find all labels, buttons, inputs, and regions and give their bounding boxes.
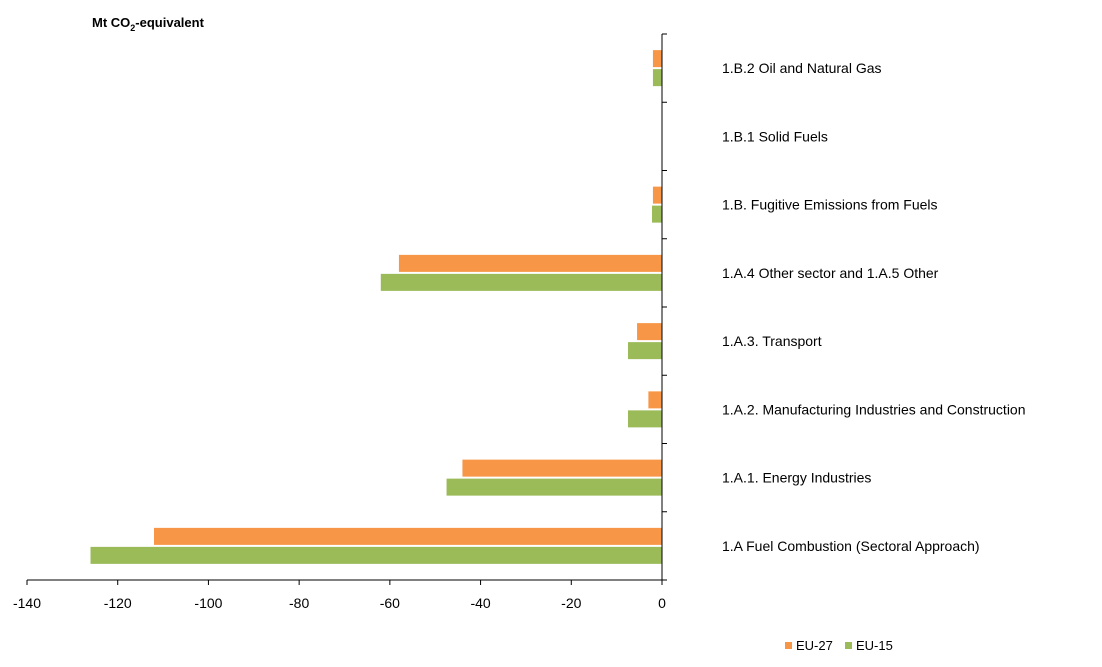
bar-eu-27-2 — [648, 391, 662, 409]
bars-group — [90, 50, 662, 564]
bar-eu-15-0 — [90, 546, 662, 564]
category-label-2: 1.A.2. Manufacturing Industries and Cons… — [722, 401, 1026, 417]
x-tick-label-3: -80 — [289, 595, 309, 611]
category-labels-group: 1.A Fuel Combustion (Sectoral Approach) 1… — [722, 60, 1026, 554]
category-label-5: 1.B. Fugitive Emissions from Fuels — [722, 197, 938, 213]
category-label-3: 1.A.3. Transport — [722, 333, 822, 349]
x-tick-label-5: -40 — [470, 595, 490, 611]
axes-group: -140 -120 -100 -80 -60 -40 -20 0 — [13, 33, 667, 611]
x-tick-label-2: -100 — [194, 595, 222, 611]
bar-eu-15-3 — [627, 342, 662, 360]
x-tick-label-1: -120 — [104, 595, 132, 611]
bar-eu-27-5 — [652, 186, 662, 204]
legend-swatch-eu-15 — [845, 642, 852, 649]
bar-eu-15-5 — [652, 205, 662, 223]
category-label-7: 1.B.2 Oil and Natural Gas — [722, 60, 882, 76]
category-label-6: 1.B.1 Solid Fuels — [722, 128, 828, 144]
unit-label: Mt CO2-equivalent — [92, 15, 205, 33]
category-label-0: 1.A Fuel Combustion (Sectoral Approach) — [722, 538, 980, 554]
bar-eu-27-4 — [398, 254, 662, 272]
unit-label-prefix: Mt CO — [92, 15, 130, 30]
x-tick-label-7: 0 — [658, 595, 666, 611]
category-label-1: 1.A.1. Energy Industries — [722, 470, 871, 486]
unit-label-suffix: -equivalent — [135, 15, 204, 30]
x-tick-label-6: -20 — [561, 595, 581, 611]
category-label-4: 1.A.4 Other sector and 1.A.5 Other — [722, 265, 939, 281]
unit-label-subscript: 2 — [130, 23, 135, 33]
x-tick-label-4: -60 — [380, 595, 400, 611]
bar-eu-15-4 — [380, 273, 662, 291]
legend: EU-27 EU-15 — [785, 638, 893, 653]
bar-eu-15-2 — [627, 410, 662, 428]
bar-eu-27-0 — [154, 527, 662, 545]
bar-eu-27-3 — [637, 323, 662, 341]
bar-eu-27-1 — [462, 459, 662, 477]
legend-label-eu-15: EU-15 — [856, 638, 893, 653]
x-tick-label-0: -140 — [13, 595, 41, 611]
bar-eu-27-7 — [652, 50, 662, 68]
bar-eu-15-1 — [446, 478, 662, 496]
bar-eu-15-7 — [652, 69, 662, 87]
legend-swatch-eu-27 — [785, 642, 792, 649]
legend-label-eu-27: EU-27 — [796, 638, 833, 653]
